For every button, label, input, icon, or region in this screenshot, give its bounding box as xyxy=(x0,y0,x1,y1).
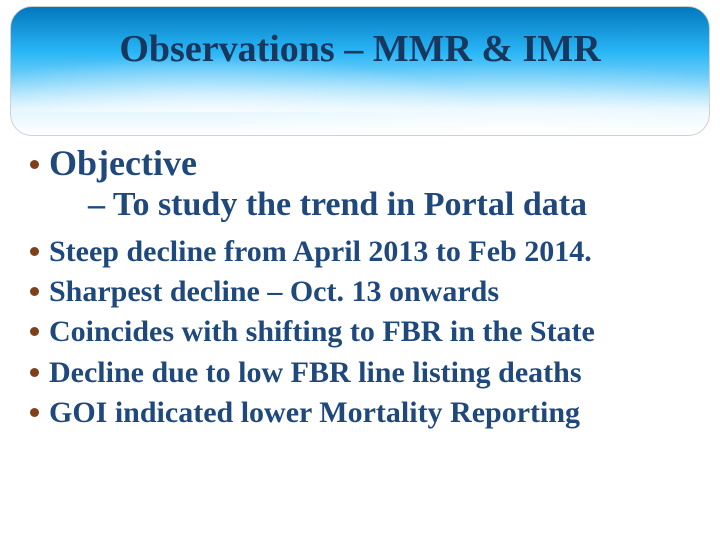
title-banner: Observations – MMR & IMR xyxy=(10,6,710,136)
bullet-dot-icon xyxy=(30,408,39,417)
objective-bullet: Objective xyxy=(30,142,700,184)
slide-title: Observations – MMR & IMR xyxy=(11,7,709,71)
bullet-dot-icon xyxy=(30,327,39,336)
body-bullet-list: Steep decline from April 2013 to Feb 201… xyxy=(30,232,700,433)
slide: Observations – MMR & IMR Objective – To … xyxy=(0,0,720,540)
bullet-dot-icon xyxy=(30,287,39,296)
list-item-text: Coincides with shifting to FBR in the St… xyxy=(49,312,595,352)
list-item: Decline due to low FBR line listing deat… xyxy=(30,353,700,393)
list-item-text: Steep decline from April 2013 to Feb 201… xyxy=(49,232,592,272)
list-item: Coincides with shifting to FBR in the St… xyxy=(30,312,700,352)
list-item: Steep decline from April 2013 to Feb 201… xyxy=(30,232,700,272)
list-item: GOI indicated lower Mortality Reporting xyxy=(30,393,700,433)
bullet-dot-icon xyxy=(30,160,39,169)
list-item-text: GOI indicated lower Mortality Reporting xyxy=(49,393,580,433)
objective-label: Objective xyxy=(49,142,197,184)
list-item: Sharpest decline – Oct. 13 onwards xyxy=(30,272,700,312)
list-item-text: Sharpest decline – Oct. 13 onwards xyxy=(49,272,499,312)
content-area: Objective – To study the trend in Portal… xyxy=(30,142,700,433)
bullet-dot-icon xyxy=(30,368,39,377)
objective-subline: – To study the trend in Portal data xyxy=(30,186,700,224)
list-item-text: Decline due to low FBR line listing deat… xyxy=(49,353,582,393)
bullet-dot-icon xyxy=(30,247,39,256)
